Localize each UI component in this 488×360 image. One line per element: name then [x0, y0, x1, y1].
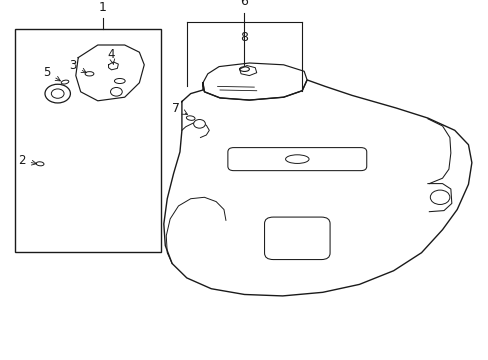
Ellipse shape	[186, 116, 195, 120]
Ellipse shape	[61, 80, 69, 84]
Text: 7: 7	[172, 102, 187, 114]
Text: 4: 4	[107, 48, 115, 64]
Polygon shape	[239, 66, 256, 76]
Text: 1: 1	[99, 1, 106, 14]
Text: 3: 3	[69, 59, 86, 73]
Ellipse shape	[36, 162, 44, 166]
Circle shape	[193, 120, 205, 128]
Text: 6: 6	[240, 0, 248, 8]
Text: 8: 8	[240, 31, 248, 44]
Bar	[15, 29, 161, 252]
Ellipse shape	[239, 67, 249, 71]
Polygon shape	[108, 62, 118, 70]
Ellipse shape	[85, 72, 94, 76]
Text: 5: 5	[43, 66, 61, 81]
Text: 2: 2	[18, 154, 37, 167]
